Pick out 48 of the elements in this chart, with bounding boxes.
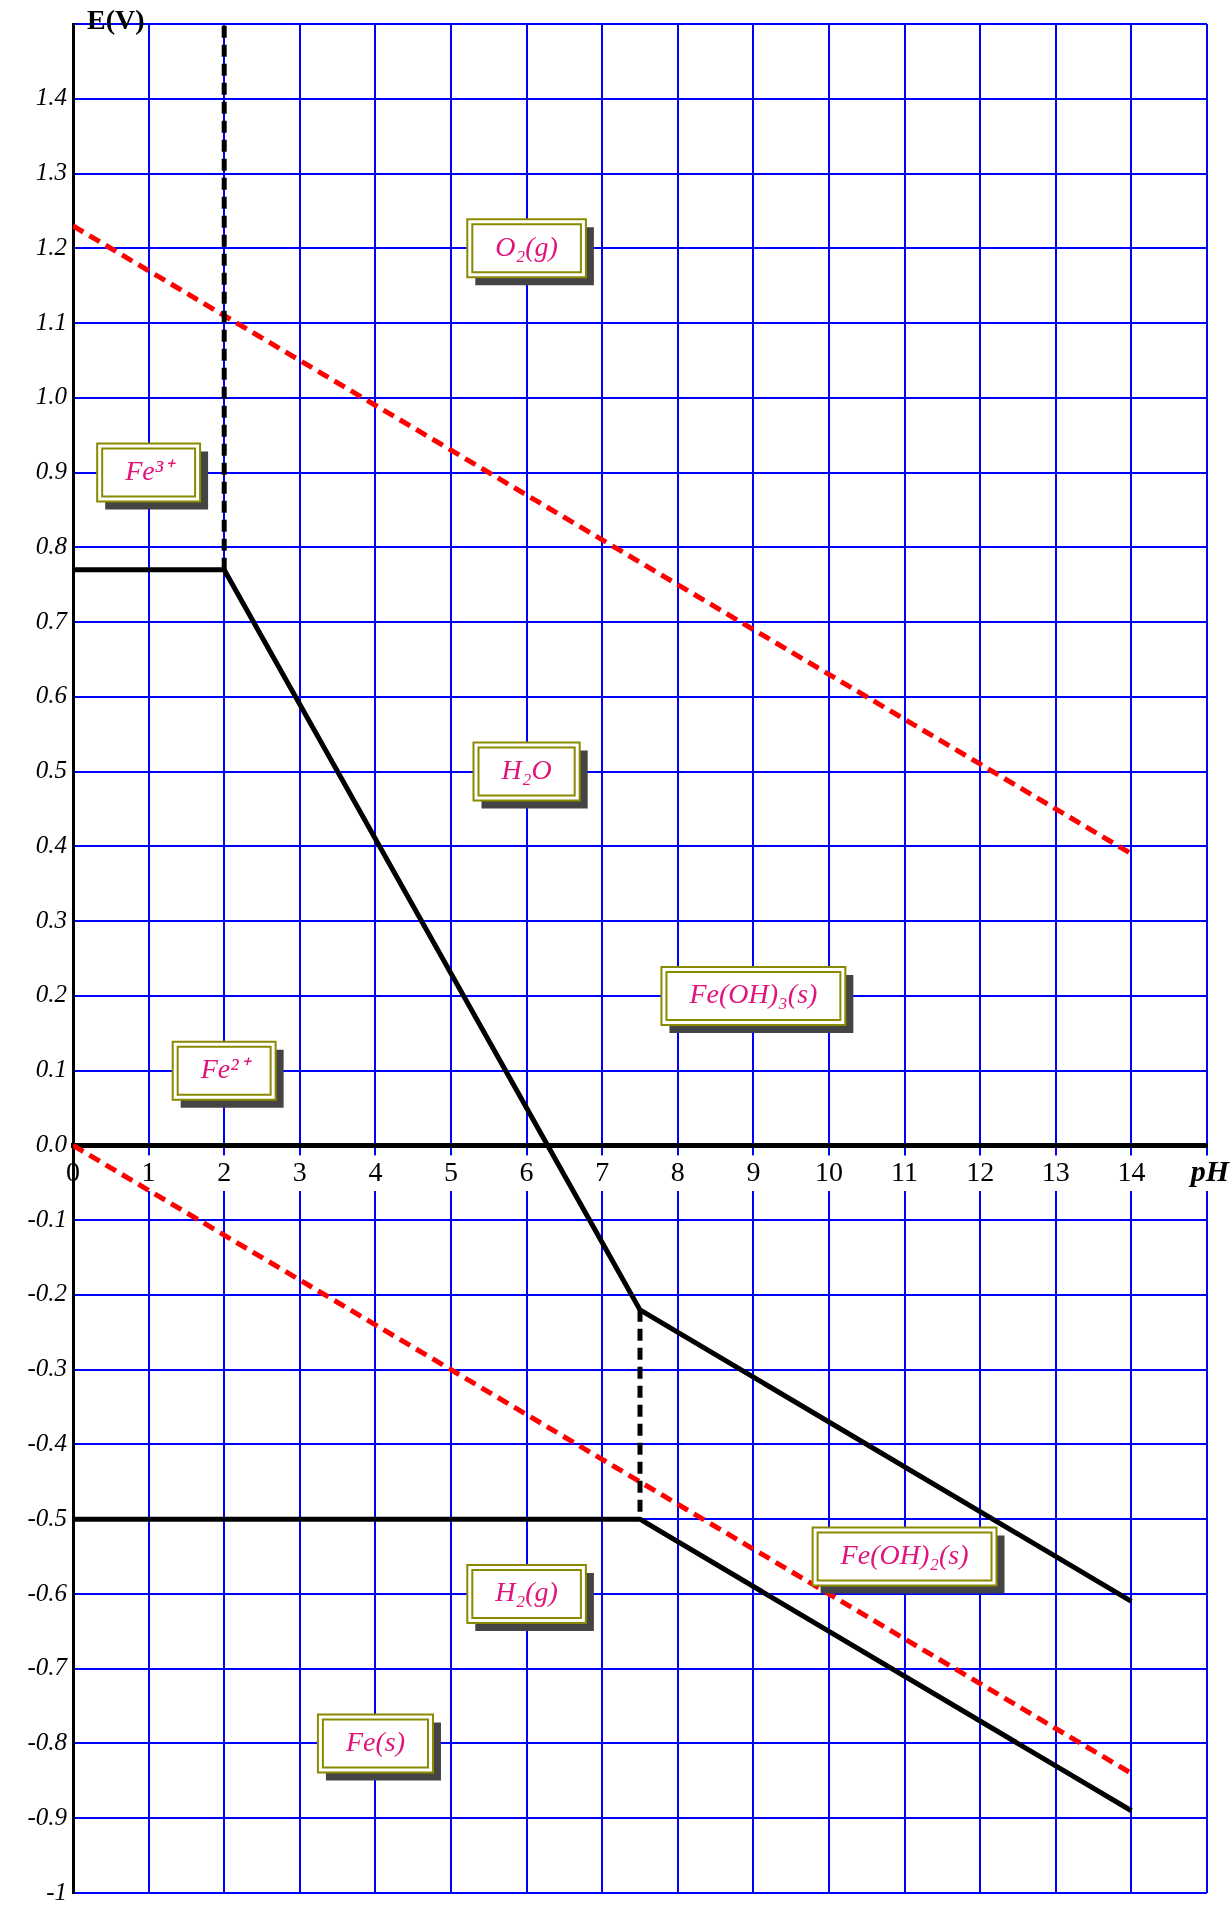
x-tick-label: 6 <box>519 1155 534 1187</box>
y-tick-label: -0.1 <box>27 1204 67 1232</box>
x-tick-label: 7 <box>595 1155 610 1187</box>
y-tick-label: -0.2 <box>27 1279 67 1307</box>
x-tick-label: 8 <box>670 1155 685 1187</box>
x-tick-label: 1 <box>141 1155 156 1187</box>
y-tick-label: 1.0 <box>35 382 68 410</box>
x-tick-label: 12 <box>966 1155 995 1187</box>
annotation: Fe(OH)₃(s) <box>688 978 818 1010</box>
annotation: Fe²⁺ <box>199 1053 252 1084</box>
y-tick-label: -0.6 <box>27 1578 68 1606</box>
x-axis-title: pH <box>1187 1154 1231 1188</box>
y-tick-label: -1 <box>46 1877 67 1905</box>
x-tick-label: 14 <box>1117 1155 1146 1187</box>
y-tick-label: 0.4 <box>35 830 67 858</box>
y-tick-label: 1.3 <box>35 158 67 186</box>
y-tick-label: 0.8 <box>35 531 68 559</box>
annotation: O₂(g) <box>495 230 558 262</box>
y-tick-label: 1.4 <box>35 83 67 111</box>
y-tick-label: -0.8 <box>27 1728 68 1756</box>
y-tick-label: -0.3 <box>27 1354 67 1382</box>
y-tick-label: 0.2 <box>35 980 67 1008</box>
y-tick-label: 0.6 <box>35 681 68 709</box>
x-tick-label: 10 <box>815 1155 843 1187</box>
x-tick-label: 4 <box>368 1155 383 1187</box>
y-tick-label: -0.7 <box>27 1653 69 1681</box>
x-tick-label: 11 <box>891 1155 919 1187</box>
x-tick-label: 2 <box>217 1155 232 1187</box>
y-tick-label: 0.3 <box>35 905 67 933</box>
x-tick-label: 5 <box>444 1155 458 1187</box>
y-tick-label: 1.2 <box>35 232 67 260</box>
annotation: Fe(OH)₂(s) <box>839 1538 969 1570</box>
annotation: Fe(s) <box>344 1725 405 1757</box>
x-tick-label: 9 <box>746 1155 761 1187</box>
y-tick-label: 0.9 <box>35 457 68 485</box>
annotation: H₂(g) <box>494 1576 558 1608</box>
y-tick-label: 0.7 <box>35 606 69 634</box>
y-tick-label: -0.9 <box>27 1802 68 1830</box>
y-tick-label: 0.0 <box>35 1129 68 1157</box>
annotation: H₂O <box>500 753 552 785</box>
y-tick-label: -0.5 <box>27 1503 67 1531</box>
x-tick-label: 3 <box>292 1155 307 1187</box>
annotation: Fe³⁺ <box>124 454 177 486</box>
x-tick-label: 13 <box>1041 1155 1070 1187</box>
y-tick-label: 0.5 <box>35 756 67 784</box>
y-tick-label: -0.4 <box>27 1429 67 1457</box>
y-tick-label: 1.1 <box>35 307 67 335</box>
y-tick-label: 0.1 <box>35 1055 67 1083</box>
